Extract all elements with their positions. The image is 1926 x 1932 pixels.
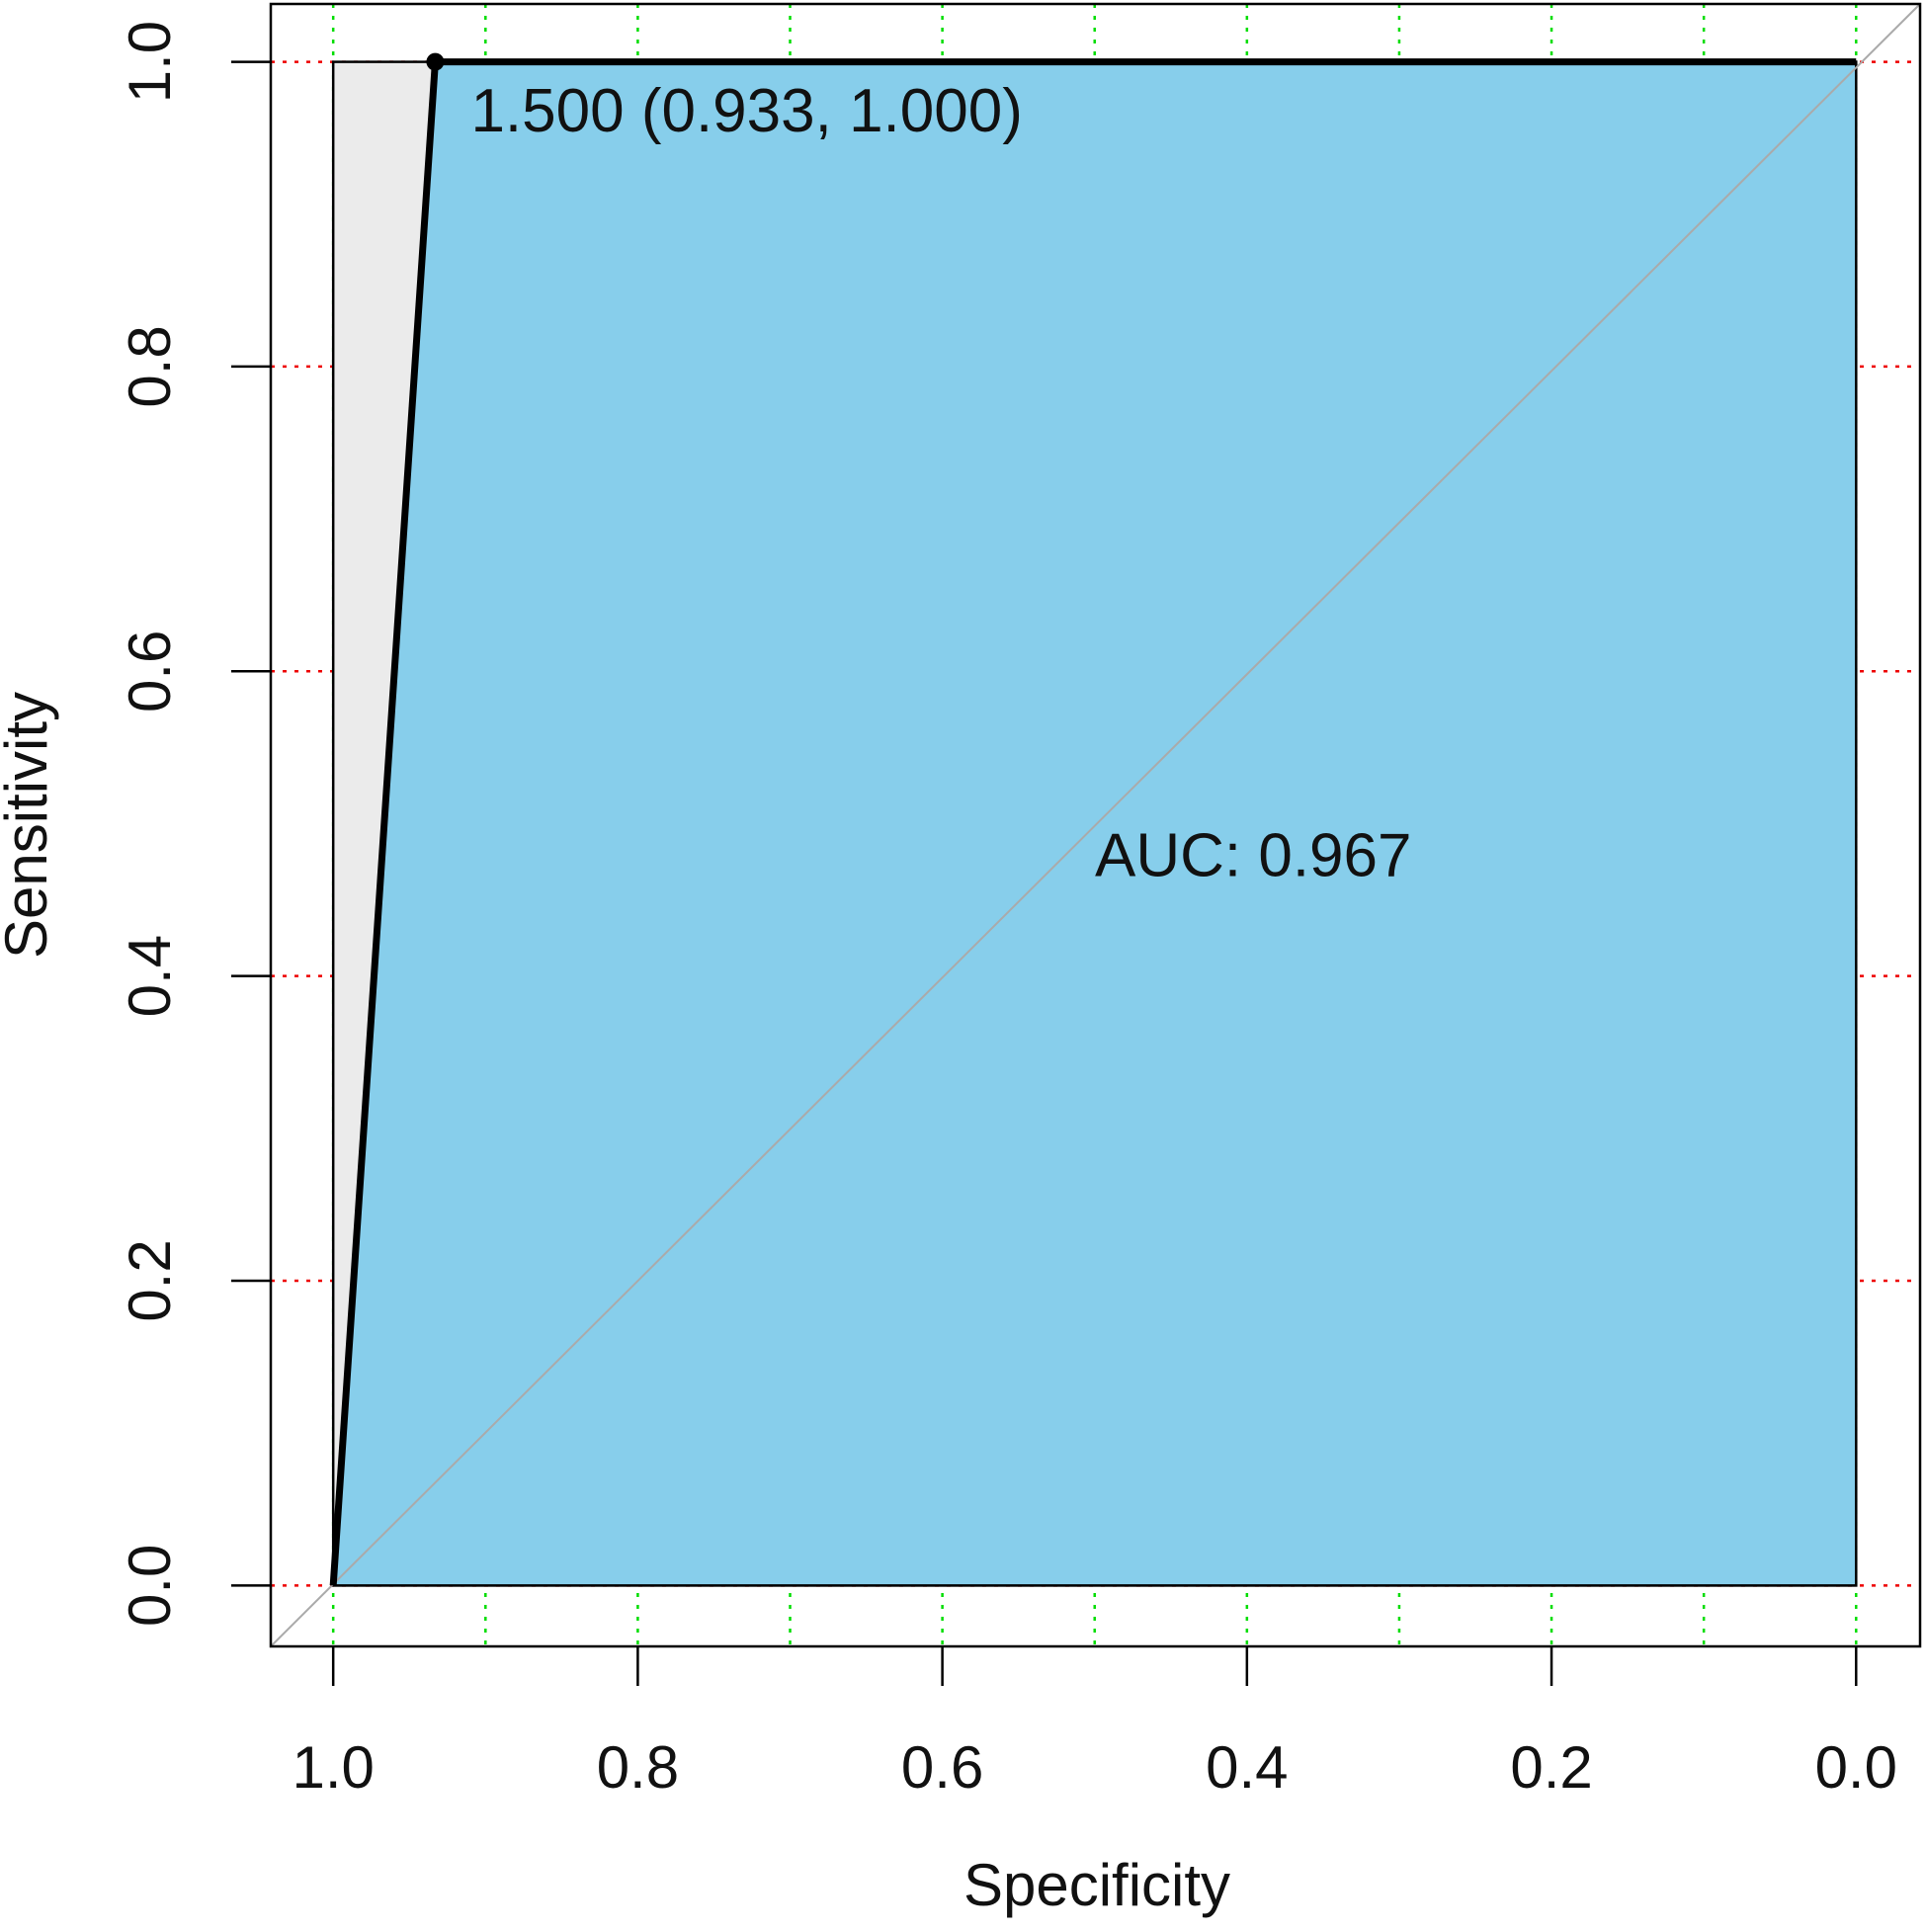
y-tick-label: 0.0 xyxy=(117,1545,183,1627)
y-tick-label: 0.6 xyxy=(117,630,183,713)
x-tick-label: 0.6 xyxy=(901,1734,983,1801)
threshold-point xyxy=(426,52,445,71)
auc-label: AUC: 0.967 xyxy=(1095,821,1412,889)
y-tick-label: 0.2 xyxy=(117,1239,183,1321)
y-tick-label: 0.4 xyxy=(117,935,183,1017)
y-axis-label: Sensitivity xyxy=(0,692,59,959)
x-tick-label: 0.4 xyxy=(1206,1734,1288,1801)
reference-line xyxy=(270,3,1921,1647)
x-axis-label: Specificity xyxy=(963,1852,1230,1918)
plot-frame xyxy=(269,2,1922,1648)
threshold-label: 1.500 (0.933, 1.000) xyxy=(470,77,1022,145)
y-tick-label: 1.0 xyxy=(117,21,183,103)
y-tick-label: 0.8 xyxy=(117,325,183,407)
x-tick-label: 0.8 xyxy=(597,1734,679,1801)
x-tick-label: 0.0 xyxy=(1815,1734,1897,1801)
x-tick-label: 1.0 xyxy=(292,1734,374,1801)
x-tick-label: 0.2 xyxy=(1510,1734,1592,1801)
